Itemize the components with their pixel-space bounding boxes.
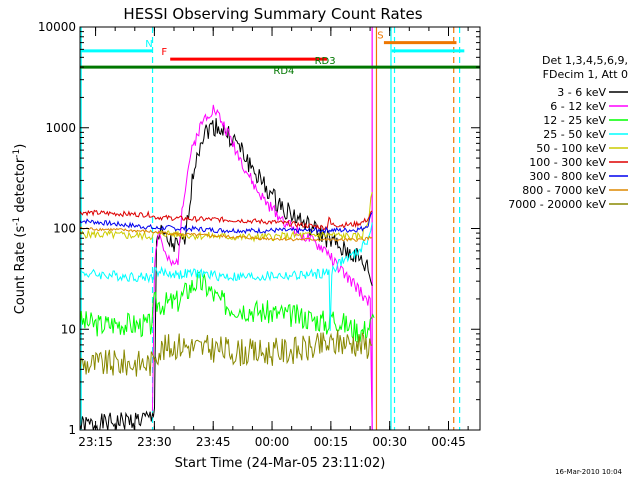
series-line-50-100-kev [80, 191, 373, 243]
footer-timestamp: 16-Mar-2010 10:04 [555, 468, 622, 476]
legend-label-50-100-kev: 50 - 100 keV [536, 142, 606, 155]
x-axis-label: Start Time (24-Mar-05 23:11:02) [175, 456, 386, 471]
x-tick-label: 23:45 [196, 435, 231, 449]
flag-label-f: F [161, 47, 167, 58]
legend-header-line-2: FDecim 1, Att 0 [543, 68, 628, 81]
annotation-rd4: RD4 [273, 66, 294, 77]
x-tick-label: 00:45 [431, 435, 466, 449]
series-line-800-7000-kev [80, 226, 373, 243]
x-tick-label: 00:00 [255, 435, 290, 449]
legend-header-line-1: Det 1,3,4,5,6,9, [542, 54, 628, 67]
flag-label-n: N [145, 39, 152, 50]
y-tick-label: 10000 [38, 20, 76, 34]
legend-label-25-50-kev: 25 - 50 keV [543, 128, 606, 141]
series-line-6-12-kev [152, 104, 373, 430]
series-line-300-800-kev [80, 211, 373, 235]
legend-label-100-300-kev: 100 - 300 keV [529, 156, 606, 169]
chart-title: HESSI Observing Summary Count Rates [123, 5, 422, 23]
x-axis: 23:15 23:30 23:45 00:00 00:15 00:30 00:45 [78, 27, 469, 449]
legend-label-300-800-kev: 300 - 800 keV [529, 170, 606, 183]
y-tick-label: 1000 [45, 121, 76, 135]
legend-label-12-25-kev: 12 - 25 keV [543, 114, 606, 127]
legend-label-3-6-kev: 3 - 6 keV [557, 86, 606, 99]
legend-label-6-12-kev: 6 - 12 keV [550, 100, 606, 113]
x-tick-label: 23:30 [137, 435, 172, 449]
series-line-12-25-kev [80, 271, 375, 343]
y-tick-label: 100 [53, 222, 76, 236]
x-tick-label: 00:30 [372, 435, 407, 449]
flag-label-s: S [377, 31, 383, 42]
x-tick-label: 00:15 [314, 435, 349, 449]
y-tick-label: 10 [61, 322, 76, 336]
y-axis: 1 10 100 1000 10000 [38, 20, 480, 437]
series-line-7000-20000-kev [80, 329, 373, 377]
y-axis-label: Count Rate (s-1 detector-1) [12, 144, 28, 315]
series-line-25-50-kev [80, 222, 373, 331]
legend: Det 1,3,4,5,6,9, FDecim 1, Att 0 3 - 6 k… [508, 54, 628, 211]
legend-label-800-7000-kev: 800 - 7000 keV [522, 184, 606, 197]
x-tick-label: 23:15 [78, 435, 113, 449]
plot-area: NF S RD4 RD3 [80, 27, 480, 430]
series-line-100-300-kev [80, 209, 373, 232]
y-tick-label: 1 [68, 423, 76, 437]
annotation-rd3: RD3 [315, 56, 336, 67]
legend-label-7000-20000-kev: 7000 - 20000 keV [508, 198, 606, 211]
